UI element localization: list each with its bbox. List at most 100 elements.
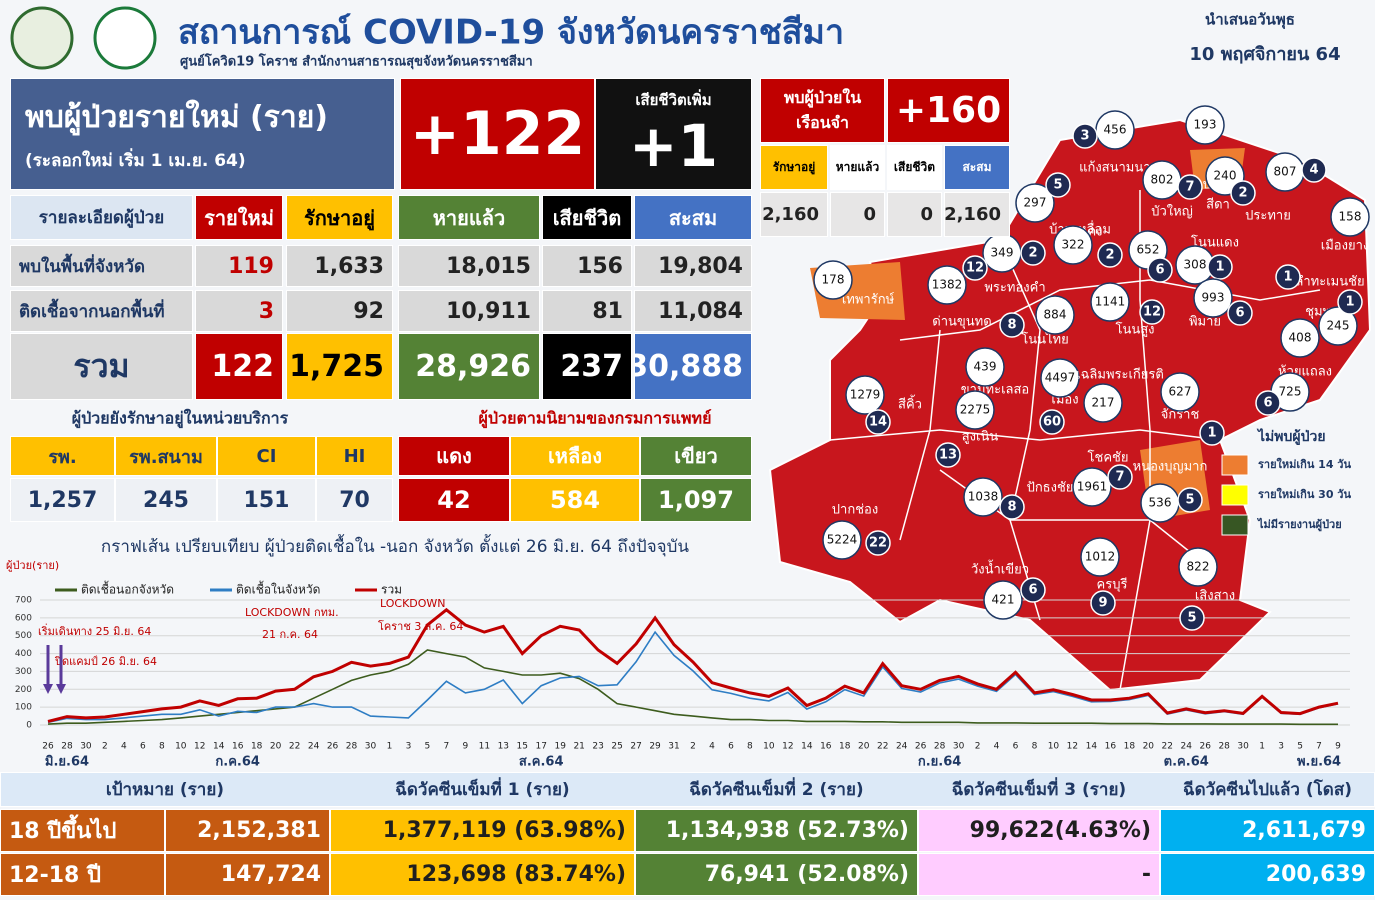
district-total: 217 [1092,396,1115,410]
district-new-badge [1207,254,1233,280]
x-tick-label: 22 [1162,742,1173,752]
district-total: 627 [1169,385,1192,399]
details-cell: ติดเชื้อจากนอกพื้นที่ [10,290,193,332]
date: นำเสนอวันพุธ [1205,11,1295,30]
district-new-badge [999,494,1025,520]
district-name: แก้งสนามนาง [1079,161,1157,176]
annotation: LOCKDOWN [380,597,446,610]
x-tick-label: 28 [934,742,946,752]
district-total-circle [1083,383,1123,423]
x-tick-label: 24 [1181,742,1193,752]
vaccine-cell: - [918,853,1160,896]
district-total-circle [1040,358,1080,398]
prison-value: +160 [887,78,1010,143]
month-label: ต.ค.64 [1164,755,1209,770]
vaccine-cell: 147,724 [165,853,330,896]
district-total-circle [822,520,862,560]
district-total: 536 [1149,496,1172,510]
district-total-circle [1035,295,1075,335]
annotation: โคราช 3 ส.ค. 64 [378,619,463,633]
y-tick-label: 0 [26,721,32,731]
treatment-header: รพ. [10,436,115,476]
details-cell: 81 [542,290,632,332]
x-tick-label: 3 [406,742,412,752]
box-text: พบผู้ป่วยรายใหม่ (ราย) [25,100,329,135]
details-cell: 30,888 [634,333,752,400]
district-total-circle [1072,467,1112,507]
y-axis-label: ผู้ป่วย(ราย) [6,559,59,572]
district-name: หนองบุญมาก [1133,460,1208,475]
details-header: รายใหม่ [195,195,283,240]
arrow-head [43,684,53,694]
x-tick-label: 30 [365,742,377,752]
district-name: โนนสูง [1115,322,1154,338]
x-tick-label: 10 [763,742,775,752]
details-header: สะสม [634,195,752,240]
district-total-circle [927,265,967,305]
x-tick-label: 14 [801,742,813,752]
x-tick-label: 23 [592,742,603,752]
district-total: 408 [1289,331,1312,345]
district-total: 822 [1187,560,1210,574]
district-total: 802 [1151,173,1174,187]
x-tick-label: 4 [121,742,127,752]
district-new-badge [1199,420,1225,446]
y-tick-label: 600 [15,613,32,623]
vaccine-cell: 200,639 [1160,853,1375,896]
district-new-badge [935,442,961,468]
section-title: ผู้ป่วยยังรักษาอยู่ในหน่วยบริการ [72,409,289,430]
district-total-circle [1053,225,1093,265]
district-name: ประทาย [1245,209,1291,224]
district-total-circle [1280,318,1320,358]
y-tick-label: 700 [15,596,32,606]
x-tick-label: 30 [1237,742,1249,752]
prison-header: หายแล้ว [830,145,885,190]
annotation: ปิดแคมป์ 26 มิ.ย. 64 [54,655,157,668]
district-total: 807 [1274,165,1297,179]
district-total: 1382 [932,278,963,292]
details-cell: 1,633 [286,245,393,287]
vaccine-header: เป้าหมาย (ราย) [105,780,225,800]
district-new: 7 [1115,470,1124,485]
district-total: 884 [1044,308,1067,322]
x-tick-label: 27 [630,742,641,752]
date: 10 พฤศจิกายน 64 [1189,44,1340,65]
legend-item: รายใหม่เกิน 30 วัน [1258,487,1351,501]
annotation: เริ่มเดินทาง 25 มิ.ย. 64 [38,623,151,638]
district-name: เฉลิมพระเกียรติ [1076,367,1164,383]
district-name: คง [1087,225,1102,240]
legend-item: ไม่มีรายงานผู้ป่วย [1256,517,1342,532]
district-total: 421 [992,593,1015,607]
legend-swatch [1221,514,1249,536]
district-new: 5 [1185,493,1194,508]
prison-title: พบผู้ป่วยในเรือนจำ [760,78,885,143]
details-header: รายละเอียดผู้ป่วย [10,195,193,240]
x-tick-label: 6 [728,742,734,752]
district-new-badge [1147,257,1173,283]
district-total-circle [1160,372,1200,412]
treatment-header: HI [316,436,393,476]
details-cell: 156 [542,245,632,287]
details-cell: พบในพื้นที่จังหวัด [10,245,193,287]
district-new-badge [1255,390,1281,416]
district-new-badge [1177,174,1203,200]
x-tick-label: 26 [1199,742,1211,752]
y-tick-label: 200 [15,685,32,695]
legend-swatch [1221,454,1249,476]
x-tick-label: 28 [346,742,358,752]
legend-label: ติดเชื้อนอกจังหวัด [81,581,174,597]
x-tick-label: 26 [915,742,927,752]
x-tick-label: 5 [1297,742,1303,752]
logo [10,6,74,70]
treatment-value: 70 [316,478,393,522]
x-tick-label: 13 [498,742,509,752]
district-total: 1012 [1085,550,1116,564]
details-cell: 122 [195,333,283,400]
new-cases-value: +122 [400,78,595,190]
month-label: พ.ย.64 [1297,755,1341,770]
district-total-circle [1318,306,1358,346]
x-tick-label: 21 [573,742,584,752]
details-cell: 119 [195,245,283,287]
x-tick-label: 29 [649,742,661,752]
